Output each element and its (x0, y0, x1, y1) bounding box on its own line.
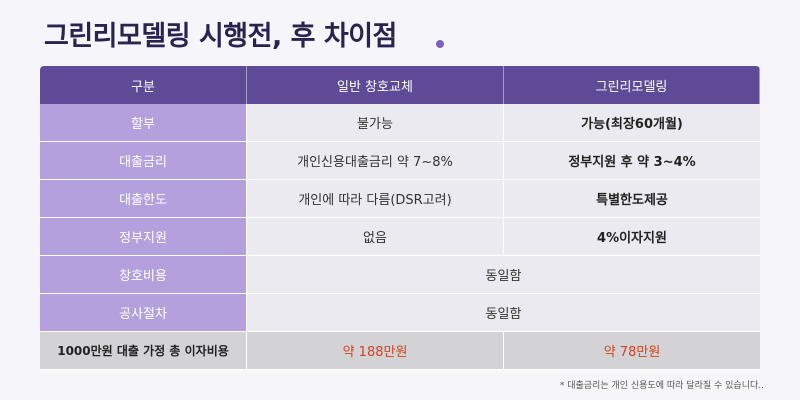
general-value: 없음 (247, 218, 504, 256)
row-label: 대출한도 (40, 180, 247, 218)
general-value: 개인신용대출금리 약 7~8% (247, 142, 504, 180)
table-header-row: 구분 일반 창호교체 그린리모델링 (40, 66, 760, 104)
merged-value: 동일함 (247, 294, 760, 332)
table-row: 대출한도 개인에 따라 다름(DSR고려) 특별한도제공 (40, 180, 760, 218)
header-general: 일반 창호교체 (247, 66, 504, 104)
footnote: * 대출금리는 개인 신용도에 따라 달라질 수 있습니다.. (559, 381, 764, 391)
row-label: 창호비용 (40, 256, 247, 294)
table-row: 창호비용 동일함 (40, 256, 760, 294)
header-green: 그린리모델링 (504, 66, 760, 104)
row-label: 대출금리 (40, 142, 247, 180)
table-footer-row: 1000만원 대출 가정 총 이자비용 약 188만원 약 78만원 (40, 332, 760, 370)
row-label: 할부 (40, 104, 247, 142)
row-label: 공사절차 (40, 294, 247, 332)
table-row: 공사절차 동일함 (40, 294, 760, 332)
comparison-table: 구분 일반 창호교체 그린리모델링 할부 불가능 가능(최장60개월) 대출금리… (40, 66, 760, 370)
footer-green-value: 약 78만원 (504, 332, 760, 370)
table-row: 대출금리 개인신용대출금리 약 7~8% 정부지원 후 약 3~4% (40, 142, 760, 180)
table-row: 할부 불가능 가능(최장60개월) (40, 104, 760, 142)
general-value: 개인에 따라 다름(DSR고려) (247, 180, 504, 218)
header-category: 구분 (40, 66, 247, 104)
page-title: 그린리모델링 시행전, 후 차이점 (44, 21, 397, 52)
green-value: 정부지원 후 약 3~4% (504, 142, 760, 180)
footer-label: 1000만원 대출 가정 총 이자비용 (40, 332, 247, 370)
table-row: 정부지원 없음 4%이자지원 (40, 218, 760, 256)
general-value: 불가능 (247, 104, 504, 142)
merged-value: 동일함 (247, 256, 760, 294)
green-value: 가능(최장60개월) (504, 104, 760, 142)
row-label: 정부지원 (40, 218, 247, 256)
green-value: 4%이자지원 (504, 218, 760, 256)
green-value: 특별한도제공 (504, 180, 760, 218)
footer-general-value: 약 188만원 (247, 332, 504, 370)
title-dot-decoration (436, 40, 444, 48)
